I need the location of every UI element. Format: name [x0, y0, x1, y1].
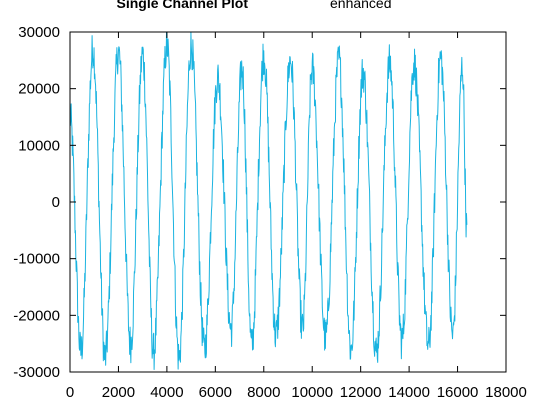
y-tick-label: 10000	[18, 137, 60, 154]
chart-title: Single Channel Plot	[117, 0, 249, 11]
x-tick-label: 2000	[102, 384, 135, 401]
ticks-layer: 0 2000 4000 6000 8000 10000 12000 14000 16000 180…	[13, 24, 527, 401]
series-line-channel	[69, 31, 468, 371]
x-tick-label: 18000	[485, 384, 527, 401]
x-tick-label: 14000	[388, 384, 430, 401]
y-tick-label: 0	[52, 194, 60, 211]
y-tick-label: 30000	[18, 24, 60, 41]
plot-frame	[69, 31, 507, 373]
x-tick-label: 8000	[247, 384, 280, 401]
x-tick-label: 0	[66, 384, 74, 401]
x-tick-label: 4000	[150, 384, 183, 401]
x-tick-label: 16000	[437, 384, 479, 401]
x-tick-label: 12000	[340, 384, 382, 401]
y-tick-label: -30000	[13, 364, 60, 381]
x-tick-label: 10000	[291, 384, 333, 401]
y-tick-label: -10000	[13, 251, 60, 268]
y-tick-label: -20000	[13, 307, 60, 324]
series-layer	[69, 31, 468, 371]
y-tick-label: 20000	[18, 81, 60, 98]
chart-subtitle: enhanced	[330, 0, 392, 11]
x-tick-label: 6000	[199, 384, 232, 401]
